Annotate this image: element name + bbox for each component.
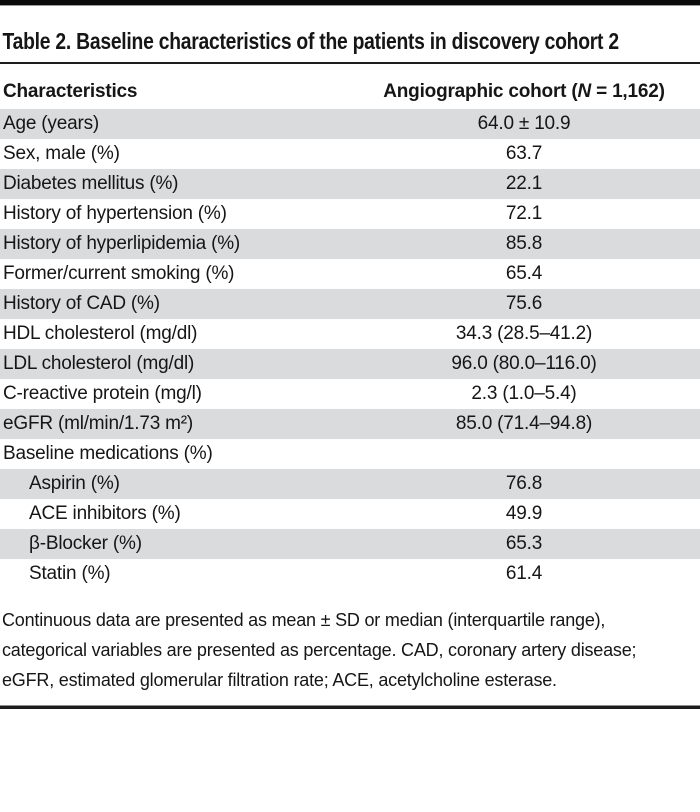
- row-label: Aspirin (%): [29, 473, 120, 494]
- row-value: 96.0 (80.0–116.0): [451, 353, 597, 374]
- row-label: Statin (%): [29, 563, 111, 584]
- table-row: LDL cholesterol (mg/dl) 96.0 (80.0–116.0…: [0, 349, 700, 379]
- row-value: 76.8: [505, 473, 543, 494]
- row-label: C-reactive protein (mg/l): [3, 383, 202, 404]
- row-label: History of hypertension (%): [3, 203, 227, 224]
- cohort-header-suffix: = 1,162): [591, 81, 665, 102]
- row-label: History of CAD (%): [3, 293, 160, 314]
- row-value: 72.1: [505, 203, 543, 224]
- row-label: HDL cholesterol (mg/dl): [3, 323, 198, 344]
- table-row: eGFR (ml/min/1.73 m²) 85.0 (71.4–94.8): [0, 409, 700, 439]
- table-row: History of CAD (%) 75.6: [0, 289, 700, 319]
- table-row: Aspirin (%) 76.8: [0, 469, 700, 499]
- table-bottom-rule: [0, 705, 700, 709]
- row-value: 2.3 (1.0–5.4): [471, 383, 577, 404]
- row-value: 63.7: [505, 143, 543, 164]
- footnote-line: eGFR, estimated glomerular filtration ra…: [2, 670, 557, 690]
- row-label: eGFR (ml/min/1.73 m²): [3, 413, 194, 434]
- row-label: Diabetes mellitus (%): [3, 173, 179, 194]
- table-footnote: Continuous data are presented as mean ± …: [0, 605, 700, 695]
- footnote-line: categorical variables are presented as p…: [2, 640, 637, 660]
- row-label: Age (years): [3, 113, 100, 134]
- table-row: Baseline medications (%): [0, 439, 700, 469]
- row-value: 64.0 ± 10.9: [477, 113, 571, 134]
- table-header-rule: [0, 62, 700, 64]
- table-header-row: Characteristics Angiographic cohort (N =…: [0, 64, 700, 109]
- cohort-header-prefix: Angiographic cohort (: [383, 81, 578, 102]
- table-row: History of hyperlipidemia (%) 85.8: [0, 229, 700, 259]
- table-top-rule: [0, 0, 700, 6]
- table-row: History of hypertension (%) 72.1: [0, 199, 700, 229]
- row-label: Baseline medications (%): [3, 443, 213, 464]
- column-header-characteristics: Characteristics: [3, 81, 138, 102]
- column-header-cohort: Angiographic cohort (N = 1,162): [348, 81, 700, 103]
- cohort-header-n: N: [577, 81, 592, 102]
- row-value: 65.4: [505, 263, 543, 284]
- row-label: History of hyperlipidemia (%): [3, 233, 241, 254]
- row-value: 65.3: [505, 533, 543, 554]
- table-title: Table 2. Baseline characteristics of the…: [2, 28, 620, 54]
- table-row: Former/current smoking (%) 65.4: [0, 259, 700, 289]
- footnote-line: Continuous data are presented as mean ± …: [2, 610, 606, 630]
- row-value: 49.9: [505, 503, 543, 524]
- table-row: Statin (%) 61.4: [0, 559, 700, 589]
- row-value: 61.4: [505, 563, 543, 584]
- table-row: Diabetes mellitus (%) 22.1: [0, 169, 700, 199]
- row-label: β-Blocker (%): [29, 533, 142, 554]
- table-row: Sex, male (%) 63.7: [0, 139, 700, 169]
- table-row: HDL cholesterol (mg/dl) 34.3 (28.5–41.2): [0, 319, 700, 349]
- row-value: 75.6: [505, 293, 543, 314]
- table-row: ACE inhibitors (%) 49.9: [0, 499, 700, 529]
- row-label: Former/current smoking (%): [3, 263, 235, 284]
- table-row: Age (years) 64.0 ± 10.9: [0, 109, 700, 139]
- table-body: Age (years) 64.0 ± 10.9 Sex, male (%) 63…: [0, 109, 700, 589]
- row-value: 85.8: [505, 233, 543, 254]
- row-value: 22.1: [505, 173, 543, 194]
- row-label: ACE inhibitors (%): [29, 503, 181, 524]
- table-row: C-reactive protein (mg/l) 2.3 (1.0–5.4): [0, 379, 700, 409]
- row-value: 34.3 (28.5–41.2): [455, 323, 593, 344]
- row-label: LDL cholesterol (mg/dl): [3, 353, 195, 374]
- row-label: Sex, male (%): [3, 143, 120, 164]
- table-row: β-Blocker (%) 65.3: [0, 529, 700, 559]
- row-value: 85.0 (71.4–94.8): [455, 413, 593, 434]
